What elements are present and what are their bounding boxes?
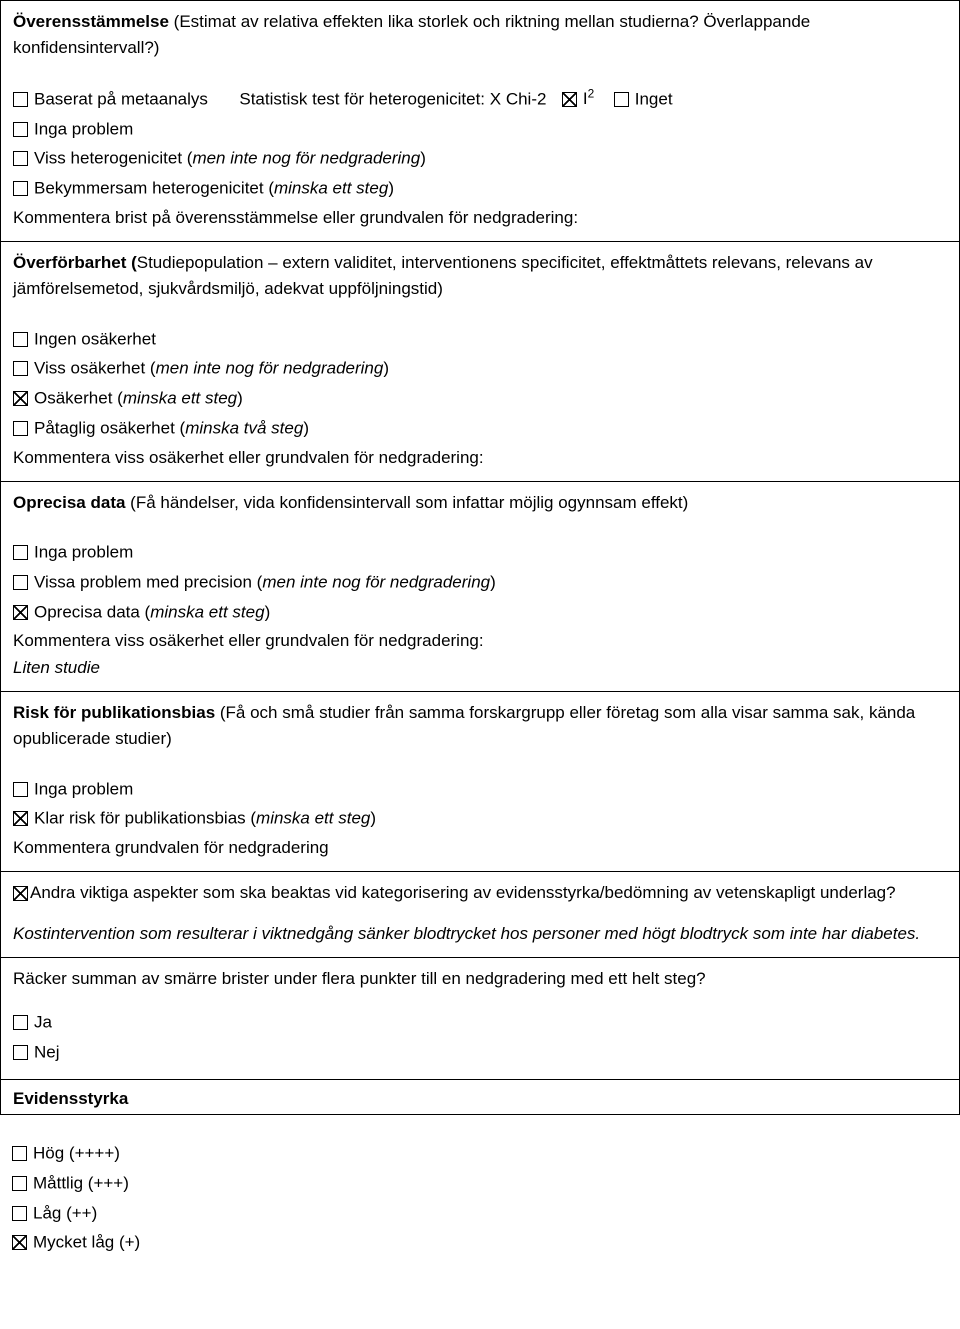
label-ev-opt4: Mycket låg (+)	[33, 1233, 140, 1252]
label-nej: Nej	[34, 1042, 60, 1061]
checkbox-nej[interactable]	[13, 1045, 28, 1060]
checkbox-s1-opt3[interactable]	[13, 151, 28, 166]
checkbox-baserat[interactable]	[13, 92, 28, 107]
label-ev-opt1: Hög (++++)	[33, 1143, 120, 1162]
cb-ev-opt3: Låg (++)	[12, 1200, 948, 1227]
label-i2: I2	[583, 89, 594, 108]
label-baserat: Baserat på metaanalys	[34, 89, 208, 108]
checkbox-s4-opt2[interactable]	[13, 811, 28, 826]
section3-comment-value: Liten studie	[13, 655, 947, 681]
label-s3-opt2: Vissa problem med precision (men inte no…	[34, 572, 496, 591]
section1-row-heterogen: Baserat på metaanalys Statistisk test fö…	[13, 85, 947, 113]
cb-s3-opt3: Oprecisa data (minska ett steg)	[13, 599, 947, 626]
section3-header-rest: (Få händelser, vida konfidensintervall s…	[125, 493, 688, 512]
section5-text-row: Andra viktiga aspekter som ska beaktas v…	[13, 880, 947, 906]
cb-s3-opt2: Vissa problem med precision (men inte no…	[13, 569, 947, 596]
cb-nej: Nej	[13, 1039, 947, 1066]
cb-ja: Ja	[13, 1009, 947, 1036]
section-andra-aspekter: Andra viktiga aspekter som ska beaktas v…	[0, 872, 960, 958]
checkbox-s3-opt2[interactable]	[13, 575, 28, 590]
section4-header-bold: Risk för publikationsbias	[13, 703, 215, 722]
section-overforbarhet: Överförbarhet (Studiepopulation – extern…	[0, 242, 960, 482]
evidens-header-row: Evidensstyrka	[0, 1080, 960, 1115]
section2-header-bold: Överförbarhet (	[13, 253, 137, 272]
label-inget: Inget	[635, 89, 673, 108]
checkbox-s2-opt4[interactable]	[13, 421, 28, 436]
checkbox-s1-opt2[interactable]	[13, 122, 28, 137]
checkbox-s4-opt1[interactable]	[13, 782, 28, 797]
label-s3-opt1: Inga problem	[34, 543, 133, 562]
cb-s2-opt1: Ingen osäkerhet	[13, 326, 947, 353]
cb-ev-opt4: Mycket låg (+)	[12, 1229, 948, 1256]
cb-s2-opt4: Påtaglig osäkerhet (minska två steg)	[13, 415, 947, 442]
section6-question: Räcker summan av smärre brister under fl…	[13, 966, 947, 992]
cb-viss-het: Viss heterogenicitet (men inte nog för n…	[13, 145, 947, 172]
cb-s4-opt1: Inga problem	[13, 776, 947, 803]
label-s2-opt2: Viss osäkerhet (men inte nog för nedgrad…	[34, 359, 389, 378]
cb-s2-opt3: Osäkerhet (minska ett steg)	[13, 385, 947, 412]
checkbox-i2[interactable]	[562, 92, 577, 107]
label-s4-opt2: Klar risk för publikationsbias (minska e…	[34, 809, 376, 828]
section-racker: Räcker summan av smärre brister under fl…	[0, 958, 960, 1080]
section2-header: Överförbarhet (Studiepopulation – extern…	[13, 250, 947, 303]
checkbox-andra-aspekter[interactable]	[13, 886, 28, 901]
label-s2-opt1: Ingen osäkerhet	[34, 329, 156, 348]
section2-header-rest: Studiepopulation – extern validitet, int…	[13, 253, 873, 298]
label-s2-opt4: Påtaglig osäkerhet (minska två steg)	[34, 418, 309, 437]
checkbox-s1-opt4[interactable]	[13, 181, 28, 196]
label-s1-opt2: Inga problem	[34, 119, 133, 138]
label-s1-opt3: Viss heterogenicitet (men inte nog för n…	[34, 149, 426, 168]
checkbox-ja[interactable]	[13, 1015, 28, 1030]
section3-header: Oprecisa data (Få händelser, vida konfid…	[13, 490, 947, 516]
section-oprecisa: Oprecisa data (Få händelser, vida konfid…	[0, 482, 960, 692]
label-ja: Ja	[34, 1013, 52, 1032]
label-s1-opt4: Bekymmersam heterogenicitet (minska ett …	[34, 178, 394, 197]
section4-header: Risk för publikationsbias (Få och små st…	[13, 700, 947, 753]
checkbox-s3-opt3[interactable]	[13, 605, 28, 620]
checkbox-ev-opt1[interactable]	[12, 1146, 27, 1161]
section4-comment: Kommentera grundvalen för nedgradering	[13, 835, 947, 861]
section-evidens-options: Hög (++++) Måttlig (+++) Låg (++) Mycket…	[0, 1115, 960, 1269]
cb-s4-opt2: Klar risk för publikationsbias (minska e…	[13, 805, 947, 832]
section2-comment: Kommentera viss osäkerhet eller grundval…	[13, 445, 947, 471]
section5-text: Andra viktiga aspekter som ska beaktas v…	[30, 883, 896, 902]
checkbox-ev-opt2[interactable]	[12, 1176, 27, 1191]
cb-ev-opt2: Måttlig (+++)	[12, 1170, 948, 1197]
checkbox-inget[interactable]	[614, 92, 629, 107]
checkbox-s2-opt2[interactable]	[13, 361, 28, 376]
checkbox-ev-opt3[interactable]	[12, 1206, 27, 1221]
label-stat-prefix: Statistisk test för heterogenicitet: X C…	[239, 89, 546, 108]
section3-header-bold: Oprecisa data	[13, 493, 125, 512]
checkbox-s2-opt1[interactable]	[13, 332, 28, 347]
section3-comment: Kommentera viss osäkerhet eller grundval…	[13, 628, 947, 654]
section5-italic: Kostintervention som resulterar i viktne…	[13, 921, 947, 947]
evidens-title: Evidensstyrka	[13, 1089, 128, 1108]
label-s4-opt1: Inga problem	[34, 779, 133, 798]
label-s3-opt3: Oprecisa data (minska ett steg)	[34, 602, 270, 621]
section1-header-bold: Överensstämmelse	[13, 12, 169, 31]
checkbox-s3-opt1[interactable]	[13, 545, 28, 560]
section1-header: Överensstämmelse (Estimat av relativa ef…	[13, 9, 947, 62]
cb-s3-opt1: Inga problem	[13, 539, 947, 566]
cb-inga-problem-1: Inga problem	[13, 116, 947, 143]
label-s2-opt3: Osäkerhet (minska ett steg)	[34, 389, 243, 408]
label-ev-opt3: Låg (++)	[33, 1203, 97, 1222]
section-overensstammelse: Överensstämmelse (Estimat av relativa ef…	[0, 0, 960, 242]
checkbox-ev-opt4[interactable]	[12, 1235, 27, 1250]
label-ev-opt2: Måttlig (+++)	[33, 1173, 129, 1192]
section1-comment: Kommentera brist på överensstämmelse ell…	[13, 205, 947, 231]
cb-bekymmer-het: Bekymmersam heterogenicitet (minska ett …	[13, 175, 947, 202]
checkbox-s2-opt3[interactable]	[13, 391, 28, 406]
cb-s2-opt2: Viss osäkerhet (men inte nog för nedgrad…	[13, 355, 947, 382]
section-publbias: Risk för publikationsbias (Få och små st…	[0, 692, 960, 872]
cb-ev-opt1: Hög (++++)	[12, 1140, 948, 1167]
